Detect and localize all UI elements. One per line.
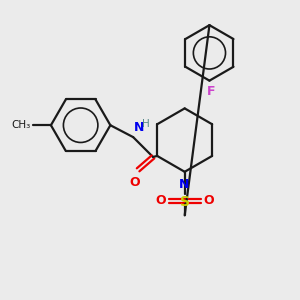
Text: CH₃: CH₃: [12, 120, 31, 130]
Text: F: F: [207, 85, 216, 98]
Text: O: O: [203, 194, 214, 207]
Text: O: O: [156, 194, 166, 207]
Text: O: O: [130, 176, 140, 189]
Text: N: N: [134, 121, 145, 134]
Text: S: S: [180, 195, 190, 208]
Text: H: H: [142, 119, 150, 129]
Text: N: N: [178, 178, 189, 191]
